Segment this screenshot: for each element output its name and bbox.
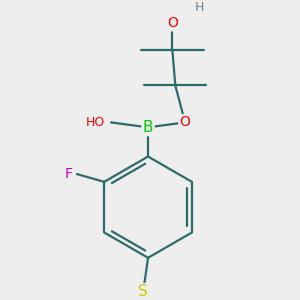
Text: HO: HO: [86, 116, 105, 129]
Text: H: H: [195, 1, 204, 14]
Text: F: F: [65, 167, 73, 181]
Text: S: S: [138, 284, 148, 299]
Text: O: O: [167, 16, 178, 30]
Text: B: B: [143, 120, 153, 135]
Text: O: O: [180, 116, 190, 129]
